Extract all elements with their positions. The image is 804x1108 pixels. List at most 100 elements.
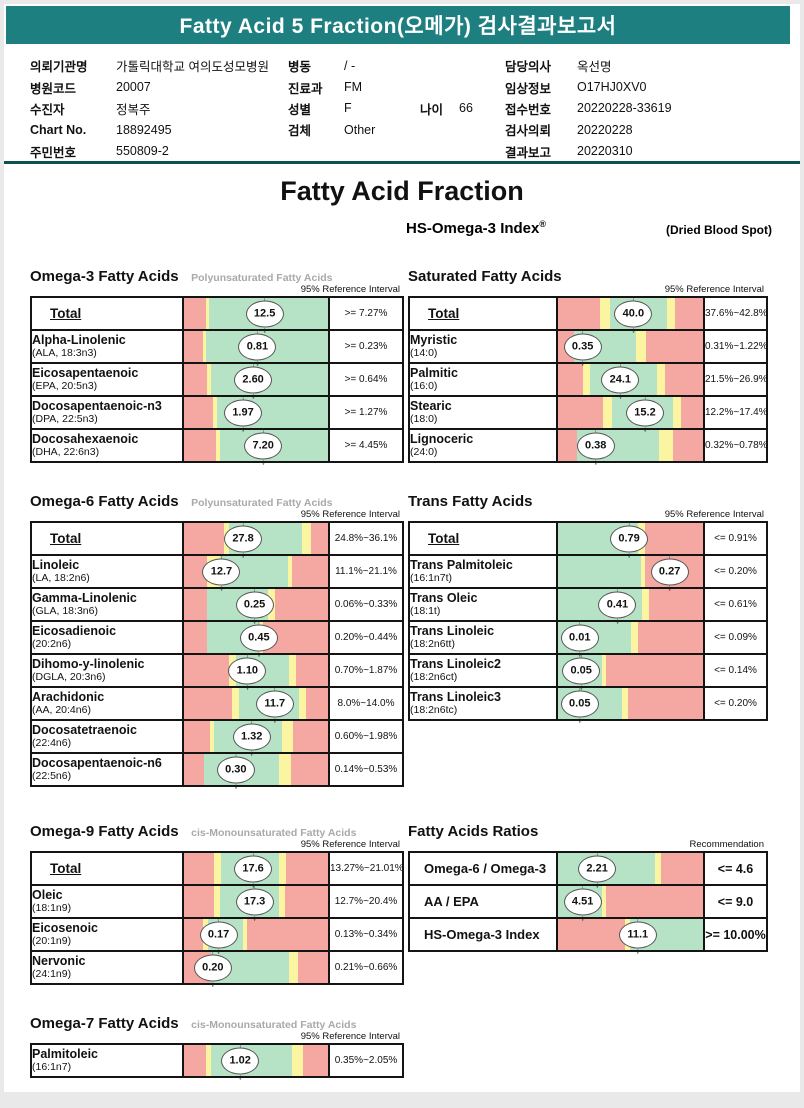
bar-segment-red xyxy=(290,754,328,785)
bar-segment-yellow xyxy=(281,721,294,752)
bar-segment-yellow xyxy=(291,1045,304,1076)
reference-value: >= 1.27% xyxy=(328,395,404,430)
acid-formula: (16:1n7) xyxy=(32,1061,72,1073)
acid-formula: (20:2n6) xyxy=(32,638,72,650)
patient-field-label: 진료과 xyxy=(288,81,323,96)
acid-name: Docosatetraenoic xyxy=(32,723,137,737)
bar-segment-yellow xyxy=(231,688,239,719)
acid-name-cell: Total xyxy=(408,296,558,331)
acid-name-cell: Eicosapentaenoic (EPA, 20:5n3) xyxy=(30,362,184,397)
bar-segment-yellow xyxy=(279,754,291,785)
acid-name: Trans Linoleic2 xyxy=(410,657,502,671)
reference-interval-bar: 17.6 xyxy=(182,851,330,886)
bar-segment-red xyxy=(184,886,215,917)
patient-field-value: 옥선명 xyxy=(577,60,612,75)
bar-segments xyxy=(184,886,328,917)
reference-interval-bar: 11.7 xyxy=(182,686,330,721)
bar-segment-red xyxy=(247,919,328,950)
panel-header: Omega-7 Fatty Acids cis-Monounsaturated … xyxy=(30,1015,402,1043)
panel-title: Saturated Fatty Acids xyxy=(408,268,562,285)
hs-omega3-index-subtitle: HS-Omega-3 Index® xyxy=(406,219,547,237)
table-row: Oleic (18:1n9) 17.3 12.7%~20.4% xyxy=(30,884,404,919)
reference-value: 0.70%~1.87% xyxy=(328,653,404,688)
patient-field-label: 성별 xyxy=(288,102,312,117)
patient-field: 담당의사 옥선명 xyxy=(505,55,790,76)
report-title: Fatty Acid 5 Fraction(오메가) 검사결과보고서 xyxy=(179,15,617,38)
value-marker: 0.41 xyxy=(598,591,637,618)
bar-segment-red xyxy=(184,298,206,329)
reference-value: 12.7%~20.4% xyxy=(328,884,404,919)
acid-name-cell: Stearic (18:0) xyxy=(408,395,558,430)
bar-segment-yellow xyxy=(209,721,215,752)
reference-interval-bar: 24.1 xyxy=(556,362,705,397)
bar-segment-green xyxy=(558,556,641,587)
bar-segment-yellow xyxy=(642,589,650,620)
bar-segment-red xyxy=(660,853,703,884)
acid-name-cell: Arachidonic (AA, 20:4n6) xyxy=(30,686,184,721)
acid-name: Omega-6 / Omega-3 xyxy=(424,860,547,876)
acid-name-cell: Dihomo-y-linolenic (DGLA, 20:3n6) xyxy=(30,653,184,688)
value-marker: 0.35 xyxy=(563,333,602,360)
acid-name-cell: Trans Linoleic (18:2n6tt) xyxy=(408,620,558,655)
bar-segment-yellow xyxy=(279,886,285,917)
bar-segment-yellow xyxy=(659,430,673,461)
value-marker: 0.81 xyxy=(238,333,277,360)
acid-name-cell: HS-Omega-3 Index xyxy=(408,917,558,952)
acid-name: Eicosapentaenoic xyxy=(32,366,139,380)
fatty-acid-table: Total 40.0 37.6%~42.8% Myristic (14:0) 0… xyxy=(408,296,768,463)
panel-ratios: Fatty Acids Ratios Recommendation Omega-… xyxy=(408,823,768,952)
acid-formula: (20:1n9) xyxy=(32,935,72,947)
bar-segment-yellow xyxy=(672,397,682,428)
value-marker: 11.7 xyxy=(255,690,294,717)
reference-interval-bar: 27.8 xyxy=(182,521,330,556)
acid-formula: (18:0) xyxy=(410,413,438,425)
acid-name-cell: Eicosadienoic (20:2n6) xyxy=(30,620,184,655)
reference-value: <= 0.91% xyxy=(703,521,768,556)
acid-name: Palmitoleic xyxy=(32,1047,98,1061)
bar-segment-red xyxy=(681,397,703,428)
panel-header: Saturated Fatty Acids 95% Reference Inte… xyxy=(408,268,766,296)
reference-interval-label: 95% Reference Interval xyxy=(300,839,400,850)
bar-segment-red xyxy=(184,622,208,653)
reference-interval-bar: 0.81 xyxy=(182,329,330,364)
table-row: Total 12.5 >= 7.27% xyxy=(30,296,404,331)
bar-segment-yellow xyxy=(601,655,606,686)
acid-name-cell: Docosapentaenoic-n6 (22:5n6) xyxy=(30,752,184,787)
report-page: Fatty Acid 5 Fraction(오메가) 검사결과보고서 의뢰기관명… xyxy=(4,4,800,1092)
acid-name: Stearic xyxy=(410,399,452,413)
bar-segment-red xyxy=(605,655,703,686)
reference-value: 0.32%~0.78% xyxy=(703,428,768,463)
patient-field-label: 접수번호 xyxy=(505,102,552,117)
acid-name-cell: Trans Oleic (18:1t) xyxy=(408,587,558,622)
acid-name: Palmitic xyxy=(410,366,458,380)
value-marker: 40.0 xyxy=(614,300,653,327)
bar-segment-yellow xyxy=(214,886,220,917)
patient-field-value: 18892495 xyxy=(116,122,172,137)
table-row: Eicosadienoic (20:2n6) 0.45 0.20%~0.44% xyxy=(30,620,404,655)
reference-value: 12.2%~17.4% xyxy=(703,395,768,430)
patient-field: 검사의뢰 20220228 xyxy=(505,119,790,140)
acid-formula: (18:2n6ct) xyxy=(410,671,458,683)
bar-segment-yellow xyxy=(214,853,222,884)
value-marker: 17.3 xyxy=(235,888,274,915)
reference-interval-label: 95% Reference Interval xyxy=(300,284,400,295)
bar-segment-yellow xyxy=(287,556,292,587)
table-row: AA / EPA 4.51 <= 9.0 xyxy=(408,884,768,919)
patient-field-label: 수진자 xyxy=(30,102,65,117)
reference-interval-bar: 1.02 xyxy=(182,1043,330,1078)
bar-segment-yellow xyxy=(243,919,248,950)
bar-segment-yellow xyxy=(205,298,210,329)
bar-segments xyxy=(558,853,703,884)
panel-title: Omega-3 Fatty Acids xyxy=(30,268,179,285)
bar-segment-red xyxy=(286,853,328,884)
acid-name-cell: Total xyxy=(408,521,558,556)
acid-name: Trans Oleic xyxy=(410,591,478,605)
bar-segment-yellow xyxy=(600,298,611,329)
reference-value: 0.13%~0.34% xyxy=(328,917,404,952)
value-marker: 1.97 xyxy=(224,399,263,426)
patient-field-label: 검체 xyxy=(288,124,312,139)
acid-name-cell: Trans Linoleic2 (18:2n6ct) xyxy=(408,653,558,688)
table-row: Linoleic (LA, 18:2n6) 12.7 11.1%~21.1% xyxy=(30,554,404,589)
panel-subtitle: Polyunsaturated Fatty Acids xyxy=(191,497,333,509)
patient-info-section: 의뢰기관명 가톨릭대학교 여의도성모병원 병원코드 20007 수진자 정복주 Chart … xyxy=(30,55,790,161)
